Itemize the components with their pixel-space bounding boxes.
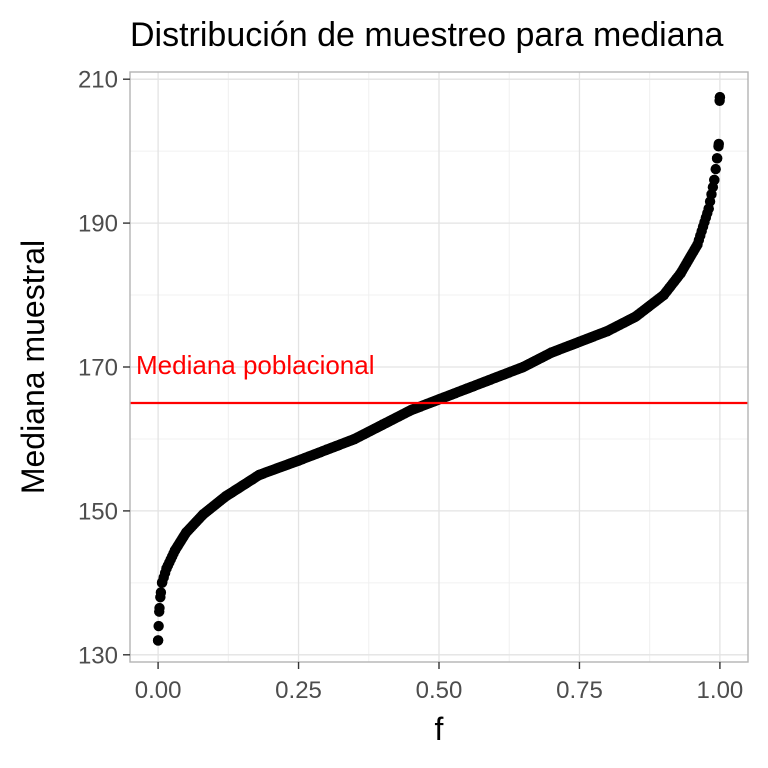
y-tick-label: 150 xyxy=(78,498,118,525)
x-tick-label: 1.00 xyxy=(697,677,744,704)
chart-title: Distribución de muestreo para mediana xyxy=(130,16,724,54)
y-tick-label: 190 xyxy=(78,211,118,238)
data-point xyxy=(713,138,724,150)
data-point xyxy=(155,587,167,598)
data-points xyxy=(152,91,726,646)
data-point xyxy=(709,174,720,186)
y-axis-ticks: 130 150 170 190 210 xyxy=(78,67,130,669)
data-point xyxy=(153,620,164,632)
y-axis-title: Mediana muestral xyxy=(15,240,51,494)
reference-line-label: Mediana poblacional xyxy=(136,350,375,380)
x-tick-label: 0.25 xyxy=(275,677,322,704)
x-axis-title: f xyxy=(435,711,444,747)
x-tick-label: 0.75 xyxy=(556,677,603,704)
x-axis-ticks: 0.00 0.25 0.50 0.75 1.00 xyxy=(135,662,744,704)
data-point xyxy=(710,163,721,175)
major-gridlines xyxy=(130,72,748,662)
data-point xyxy=(154,602,165,614)
y-tick-label: 130 xyxy=(78,642,118,669)
x-tick-label: 0.00 xyxy=(135,677,182,704)
data-point xyxy=(152,635,164,646)
data-point xyxy=(714,91,726,103)
y-tick-label: 170 xyxy=(78,355,118,382)
data-point xyxy=(711,153,723,164)
x-tick-label: 0.50 xyxy=(416,677,463,704)
y-tick-label: 210 xyxy=(78,67,118,94)
